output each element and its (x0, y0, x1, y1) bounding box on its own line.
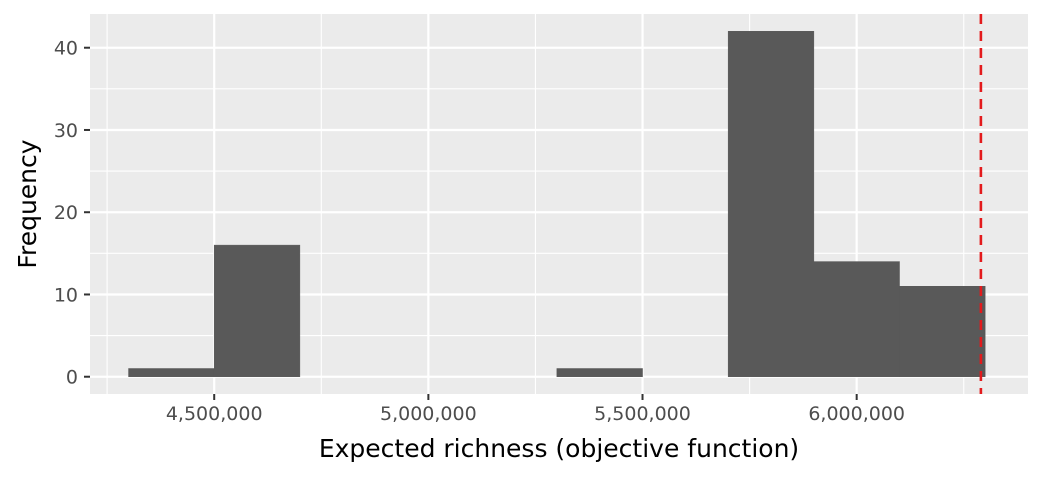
histogram-bar (213, 244, 301, 377)
histogram-bar (813, 261, 900, 377)
histogram-bar (727, 31, 815, 377)
y-tick-label: 30 (54, 120, 78, 142)
x-tick-label: 6,000,000 (808, 403, 905, 425)
histogram-bar (556, 368, 643, 377)
axis-ticks (84, 46, 858, 400)
y-tick-label: 0 (66, 367, 78, 389)
x-tick-label: 4,500,000 (166, 403, 263, 425)
y-tick-label: 40 (54, 38, 78, 60)
x-tick-label: 5,500,000 (594, 403, 691, 425)
y-tick-label: 20 (54, 202, 78, 224)
tick-labels: 4,500,000 5,000,000 5,500,000 6,000,000 0 10 2… (54, 38, 905, 425)
histogram-bar (128, 368, 215, 377)
x-axis-title: Expected richness (objective function) (319, 434, 799, 463)
y-tick-label: 10 (54, 284, 78, 306)
y-axis-title: Frequency (13, 139, 42, 268)
histogram-bars (128, 31, 986, 377)
histogram-bar (899, 286, 986, 377)
x-tick-label: 5,000,000 (380, 403, 477, 425)
